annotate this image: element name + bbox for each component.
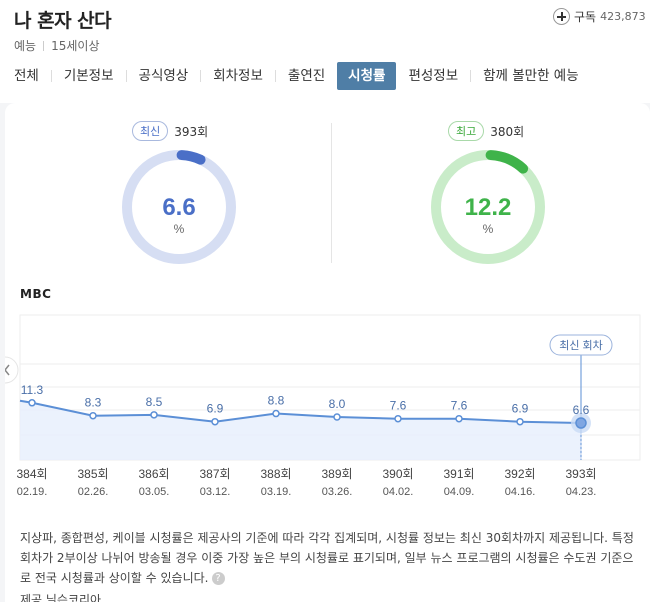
data-label-0: 11.3 [21, 383, 44, 397]
data-label-2: 8.5 [146, 395, 163, 409]
data-point-7 [455, 414, 463, 423]
data-point-1 [89, 411, 97, 420]
age-rating-label: 15세이상 [51, 39, 100, 53]
genre-label: 예능 [14, 39, 37, 53]
subscribe-count: 423,873 [600, 10, 646, 23]
x-tick-episode-4: 388회 [260, 467, 291, 481]
data-point-8 [516, 417, 524, 426]
data-label-9: 6.6 [573, 403, 590, 417]
broadcaster-label: MBC [20, 287, 52, 301]
x-tick-date-5: 03.26. [322, 486, 353, 498]
best-ring: 12.2 % [431, 150, 545, 264]
best-label: 최고 380회 [448, 121, 524, 141]
best-gauge: 12.2 % 최고 380회 [408, 117, 568, 277]
data-point-0 [28, 399, 36, 407]
x-tick-date-4: 03.19. [261, 486, 292, 498]
x-tick-date-3: 03.12. [200, 486, 231, 498]
data-label-8: 6.9 [512, 402, 529, 416]
x-tick-date-9: 04.23. [566, 486, 597, 498]
best-rating-value: 12.2 [465, 194, 512, 221]
x-tick-date-1: 02.26. [78, 486, 109, 498]
tab-3[interactable]: 회차정보 [213, 68, 263, 84]
data-point-2 [150, 411, 158, 419]
tab-0[interactable]: 전체 [14, 68, 39, 84]
scroll-left-button[interactable] [5, 356, 19, 384]
tab-6[interactable]: 편성정보 [408, 68, 459, 84]
plus-icon [553, 8, 570, 25]
best-badge: 최고 [448, 121, 485, 141]
data-source-label: 제공 닐슨코리아 [20, 593, 102, 602]
program-header: 나 혼자 산다 예능 15세이상 구독 423,873 전체 기본정보 공식영상 회차… [0, 0, 650, 103]
x-tick-episode-9: 393회 [565, 467, 596, 481]
x-tick-episode-7: 391회 [443, 467, 474, 481]
x-tick-episode-6: 390회 [382, 467, 413, 481]
tab-7[interactable]: 함께 볼만한 예능 [483, 68, 579, 84]
latest-tag-label: 최신 회차 [559, 339, 603, 352]
tab-divider [50, 70, 52, 82]
tab-divider [200, 70, 202, 82]
latest-gauge: 6.6 % 최신 393회 [99, 117, 259, 277]
ratings-notice: 지상파, 종합편성, 케이블 시청률은 제공사의 기준에 따라 각각 집계되며,… [20, 528, 640, 588]
latest-ring: 6.6 % [122, 150, 236, 264]
x-tick-date-8: 04.16. [505, 486, 536, 498]
latest-rating-value: 6.6 [162, 194, 195, 221]
latest-rating-unit: % [174, 222, 185, 236]
tab-2[interactable]: 공식영상 [138, 68, 189, 84]
data-label-4: 8.8 [268, 394, 285, 408]
subscribe-label: 구독 [574, 10, 597, 24]
x-tick-episode-1: 385회 [77, 467, 108, 481]
data-point-9 [575, 417, 587, 429]
latest-badge: 최신 [132, 121, 169, 141]
data-point-5 [333, 413, 341, 421]
data-label-5: 8.0 [329, 397, 346, 411]
tab-divider [274, 70, 276, 82]
latest-label: 최신 393회 [132, 121, 208, 141]
tab-divider [470, 70, 472, 82]
x-tick-episode-5: 389회 [321, 467, 352, 481]
program-meta: 예능 15세이상 [14, 37, 99, 54]
data-label-7: 7.6 [451, 399, 468, 413]
best-rating-unit: % [483, 222, 494, 236]
tab-4[interactable]: 출연진 [287, 68, 326, 84]
x-tick-episode-3: 387회 [199, 467, 230, 481]
data-point-3 [211, 417, 219, 426]
x-tick-episode-2: 386회 [138, 467, 169, 481]
x-tick-date-6: 04.02. [383, 486, 414, 498]
meta-divider [43, 40, 45, 51]
data-point-6 [394, 414, 402, 423]
x-tick-date-2: 03.05. [139, 486, 170, 498]
ratings-card: 6.6 % 최신 393회 12.2 % 최고 380회 MBC 11.3 384… [5, 103, 650, 602]
tab-divider [125, 70, 127, 82]
notice-text: 지상파, 종합편성, 케이블 시청률은 제공사의 기준에 따라 각각 집계되며,… [20, 531, 634, 585]
latest-episode: 393회 [174, 124, 209, 139]
gauge-divider [331, 123, 332, 263]
subscribe-button[interactable]: 구독 423,873 [553, 8, 646, 25]
x-tick-episode-8: 392회 [504, 467, 535, 481]
tab-5[interactable]: 시청률 [337, 62, 397, 90]
help-icon[interactable]: ? [211, 572, 225, 585]
chevron-left-icon [5, 364, 10, 376]
tab-1[interactable]: 기본정보 [63, 68, 114, 84]
x-tick-episode-0: 384회 [16, 467, 47, 481]
data-label-6: 7.6 [390, 399, 407, 413]
data-label-3: 6.9 [207, 402, 224, 416]
data-point-4 [272, 409, 280, 418]
program-title: 나 혼자 산다 [14, 10, 112, 32]
tab-bar: 전체 기본정보 공식영상 회차정보 출연진 시청률 편성정보 함께 볼만한 예능 [0, 62, 650, 90]
best-episode: 380회 [490, 124, 525, 139]
x-tick-date-0: 02.19. [17, 486, 48, 498]
x-tick-date-7: 04.09. [444, 486, 475, 498]
data-label-1: 8.3 [85, 396, 102, 410]
ratings-line-chart: 11.3 384회 02.19. 8.3 385회 02.26. 8.5 386회 03.05.… [5, 314, 641, 498]
latest-tag-box [549, 334, 613, 356]
